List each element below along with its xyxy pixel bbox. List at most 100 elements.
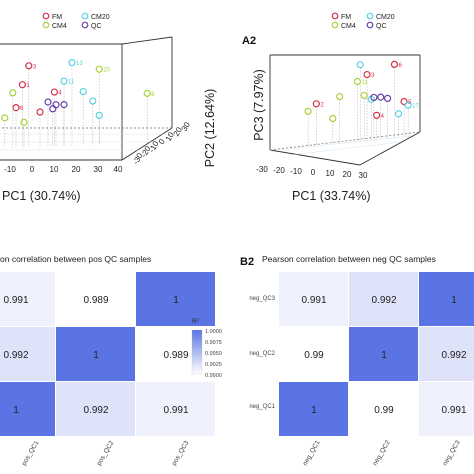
- panel-label-a2: A2: [242, 35, 256, 47]
- heatmap-cell: [419, 272, 474, 326]
- y-ticks-a1: -30 -20 -10 0 10 20 30: [131, 120, 192, 166]
- legend-cm4-marker: [42, 21, 50, 29]
- point-label: 1: [26, 83, 30, 89]
- cube-edge: [359, 131, 421, 166]
- heatmap-cell: [419, 327, 474, 381]
- point-cm4: [360, 91, 368, 100]
- point-label: 4: [381, 114, 385, 120]
- heatmap-cell-value: 0.992: [441, 350, 466, 361]
- heatmap-cell-value: 0.991: [3, 295, 28, 306]
- x-tick: 0: [311, 168, 316, 177]
- colorbar-tick: 0.9925: [205, 362, 222, 368]
- point-cm4: [95, 65, 103, 73]
- floor-grid-a2: [279, 135, 411, 156]
- point-fm: [390, 60, 399, 69]
- point-cm4: [143, 89, 151, 97]
- point-qc: [49, 105, 57, 113]
- grid-line: [279, 135, 411, 151]
- x-tick: 20: [72, 165, 81, 174]
- colorbar-title: R²: [192, 318, 200, 325]
- heatmap-cell: [279, 327, 348, 381]
- point-cm4: [9, 89, 17, 97]
- point-qc: [370, 93, 378, 102]
- heatmap-cell: [136, 272, 215, 326]
- legend-cm20-marker: [81, 12, 89, 20]
- point-qc: [52, 101, 60, 109]
- y-tick-labels-b2: neg_QC3 neg_QC2 neg_QC1: [249, 296, 275, 410]
- point-fm: [50, 88, 59, 96]
- legend-fm-marker: [42, 12, 50, 20]
- point-label: 6: [398, 63, 402, 69]
- heatmap-cell: [56, 327, 135, 381]
- cube-edge: [121, 36, 173, 45]
- legend-a2: FM CM20 CM4 QC: [331, 12, 395, 30]
- x-tick-labels-b2: neg_QC1 neg_QC2 neg_QC3: [302, 439, 462, 467]
- heatmap-cell-value: 1: [311, 405, 317, 416]
- point-qc: [377, 93, 385, 101]
- point-cm20: [68, 58, 76, 67]
- point-cm4: [304, 107, 312, 115]
- floor-grid-a1: [0, 133, 163, 151]
- legend-a1: FM CM20 CM4 QC: [42, 12, 110, 30]
- point-label: 13: [76, 61, 83, 67]
- heatmap-cell: [349, 382, 418, 436]
- point-cm4: [1, 114, 9, 122]
- heatmap-cell: [279, 272, 348, 326]
- x-tick: 30: [359, 171, 368, 180]
- heatmap-cell: [349, 272, 418, 326]
- x-tick-label: pos_QC3: [171, 439, 191, 467]
- heatmap-cell: [0, 272, 55, 326]
- heatmap-cell-value: 0.99: [374, 405, 394, 416]
- heatmap-cell: [279, 382, 348, 436]
- heatmap-b1: on correlation between pos QC samples 0.…: [0, 254, 222, 467]
- point-qc: [60, 101, 68, 109]
- x-tick: 40: [114, 165, 123, 174]
- point-label: 8: [151, 92, 155, 98]
- legend-qc-label: QC: [91, 23, 102, 30]
- point-cm4: [353, 77, 362, 86]
- cube-back-edge: [269, 131, 421, 151]
- point-cm4: [329, 114, 337, 123]
- heatmap-cell-value: 1: [381, 350, 387, 361]
- heatmap-cell: [56, 382, 135, 436]
- y-tick-label: neg_QC1: [249, 404, 275, 410]
- point-label: 6: [20, 106, 24, 112]
- point-fm: [373, 111, 381, 119]
- heatmap-title-b2: Pearson correlation between neg QC sampl…: [262, 254, 436, 264]
- point-fm: [12, 104, 20, 112]
- colorbar-b1: R² 1.0000 0.9975 0.9950 0.9925 0.9900: [191, 318, 222, 379]
- point-fm: [18, 81, 26, 89]
- heatmap-cell-value: 0.992: [83, 405, 108, 416]
- point-cm20: [404, 101, 412, 109]
- x-tick-label: pos_QC2: [96, 439, 116, 467]
- heatmap-cell-value: 0.992: [3, 350, 28, 361]
- point-label: 11: [68, 80, 75, 86]
- x-tick-label: pos_QC1: [21, 439, 41, 467]
- point-label: 4: [58, 91, 62, 97]
- heatmap-cells-b1: 0.991 0.989 1 0.992 1 0.989 1 0.992 0.991: [0, 272, 215, 436]
- point-cm20: [79, 87, 87, 96]
- heatmap-cell: [419, 382, 474, 436]
- x-tick: 30: [94, 165, 103, 174]
- legend-cm20-marker: [366, 12, 374, 20]
- heatmap-cell-value: 1: [451, 295, 457, 306]
- point-fm: [400, 97, 408, 106]
- legend-cm4-marker: [331, 21, 339, 29]
- point-cm4: [336, 92, 344, 101]
- legend-fm-label: FM: [52, 14, 62, 21]
- legend-fm-marker: [331, 12, 339, 20]
- point-label: 17: [412, 104, 419, 110]
- x-axis-label-a2: PC1 (33.74%): [292, 189, 371, 203]
- point-label: 2: [320, 102, 324, 108]
- legend-qc-label: QC: [376, 23, 387, 30]
- cube-edge: [121, 127, 173, 161]
- cube-a2: [269, 54, 421, 166]
- heatmap-cell-value: 0.989: [83, 295, 108, 306]
- legend-cm4-label: CM4: [52, 23, 67, 30]
- heatmap-cell-value: 0.992: [371, 295, 396, 306]
- point-cm20: [394, 110, 403, 118]
- heatmap-cell: [56, 272, 135, 326]
